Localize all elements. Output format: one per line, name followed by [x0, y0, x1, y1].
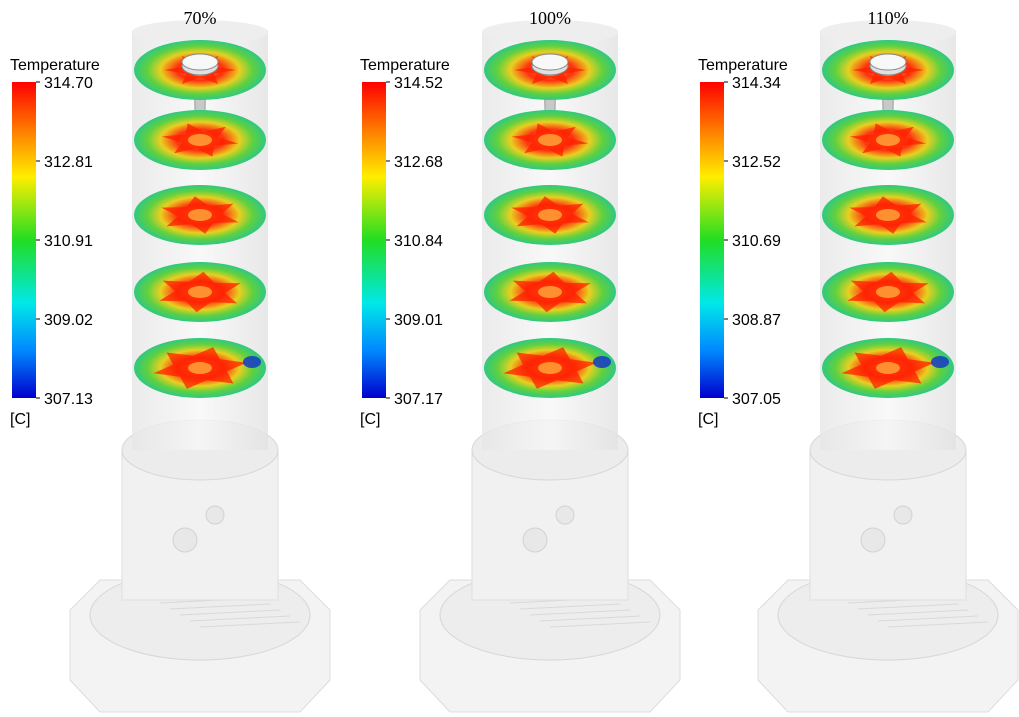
panel-title: 70% [184, 8, 217, 28]
colorbar-label: 310.84 [394, 233, 443, 250]
port [173, 528, 197, 552]
panel-title: 100% [529, 8, 571, 28]
port [523, 528, 547, 552]
legend-unit: [C] [10, 411, 30, 428]
colorbar-label: 308.87 [732, 312, 781, 329]
hot-core [538, 286, 562, 298]
hot-core [876, 209, 900, 221]
colorbar-label: 307.13 [44, 391, 93, 408]
legend-title: Temperature [698, 57, 788, 74]
colorbar-label: 310.91 [44, 233, 93, 250]
hot-core [876, 286, 900, 298]
colorbar-label: 309.02 [44, 312, 93, 329]
hot-core [876, 362, 900, 374]
impeller-hub-top [532, 54, 568, 70]
colorbar-label: 314.34 [732, 75, 781, 92]
impeller-hub-top [182, 54, 218, 70]
legend-unit: [C] [360, 411, 380, 428]
colorbar-label: 310.69 [732, 233, 781, 250]
colorbar-label: 312.68 [394, 154, 443, 171]
hot-core [188, 286, 212, 298]
port [861, 528, 885, 552]
colorbar-label: 309.01 [394, 312, 443, 329]
port [894, 506, 912, 524]
colorbar [362, 82, 386, 398]
hot-core [538, 134, 562, 146]
cold-spot [931, 356, 949, 368]
port [556, 506, 574, 524]
colorbar-label: 314.52 [394, 75, 443, 92]
colorbar [12, 82, 36, 398]
colorbar-label: 314.70 [44, 75, 93, 92]
hot-core [538, 209, 562, 221]
cold-spot [243, 356, 261, 368]
port [206, 506, 224, 524]
colorbar [700, 82, 724, 398]
legend-title: Temperature [360, 57, 450, 74]
colorbar-label: 307.17 [394, 391, 443, 408]
panel-title: 110% [867, 8, 908, 28]
colorbar-label: 312.81 [44, 154, 93, 171]
hot-core [538, 362, 562, 374]
impeller-hub-top [870, 54, 906, 70]
colorbar-label: 307.05 [732, 391, 781, 408]
hot-core [188, 134, 212, 146]
cold-spot [593, 356, 611, 368]
colorbar-label: 312.52 [732, 154, 781, 171]
figure: 70%Temperature314.70312.81310.91309.0230… [0, 0, 1019, 717]
hot-core [188, 209, 212, 221]
legend-unit: [C] [698, 411, 718, 428]
legend-title: Temperature [10, 57, 100, 74]
hot-core [876, 134, 900, 146]
hot-core [188, 362, 212, 374]
